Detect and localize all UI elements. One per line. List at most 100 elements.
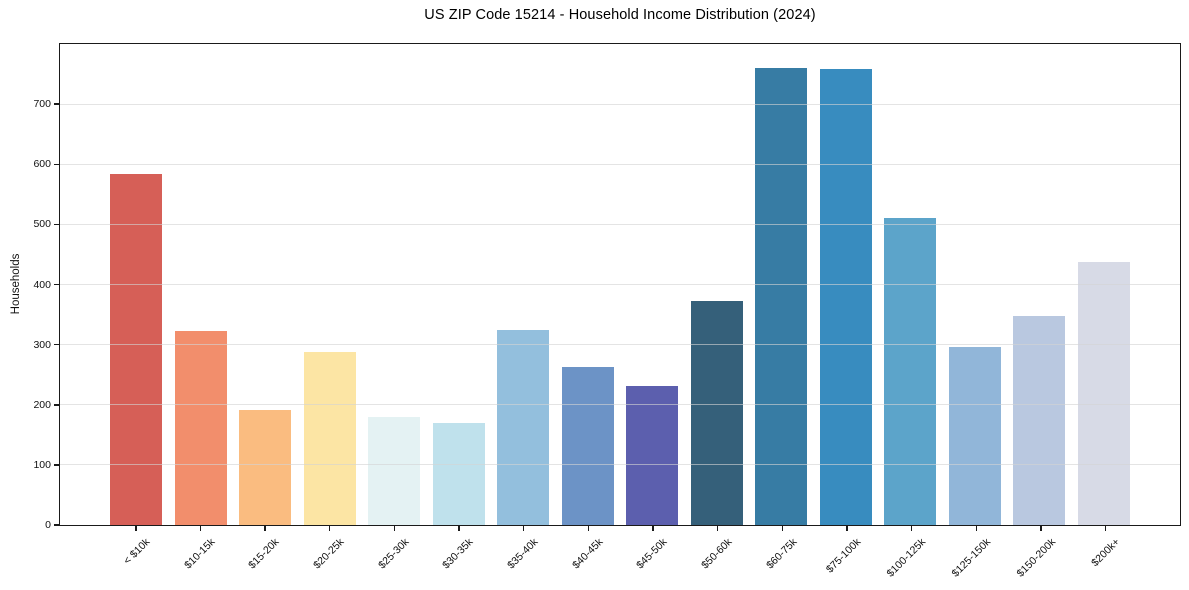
bar-slot [690,44,743,525]
bar [690,301,743,525]
x-slot: $40-45k [562,526,614,588]
x-slot: $200k+ [1079,526,1131,588]
y-tick-label: 400 [33,278,51,291]
bar [239,409,292,525]
bar [755,68,808,525]
bar [497,330,550,525]
x-tick-mark [199,526,202,531]
bar-slot [368,44,421,525]
y-axis-label: Households [10,253,22,315]
x-tick-label: $40-45k [569,536,606,572]
x-slot: $10-15k [174,526,226,588]
y-tick-mark [54,223,59,226]
bar-slot [110,44,162,525]
bar [368,416,421,525]
bar [884,218,937,525]
y-tick-label: 300 [33,338,51,351]
x-tick-label: < $10k [121,536,153,567]
y-tick-label: 200 [33,398,51,411]
x-tick-label: $30-35k [440,536,476,572]
x-slot: $60-75k [756,526,808,588]
y-tick-label: 100 [33,458,51,471]
bar-slot [561,44,614,525]
y-tick-label: 500 [33,218,51,231]
x-tick-mark [1040,526,1042,531]
x-tick-label: $150-200k [1014,536,1058,580]
x-slot: $75-100k [820,526,872,588]
x-slot: $35-40k [497,526,549,588]
x-tick-mark [587,526,590,531]
x-tick-label: $75-100k [824,536,864,576]
x-slot: < $10k [109,526,161,588]
bar [174,331,227,525]
bar-slot [303,44,356,525]
bar [948,347,1001,525]
bars [60,44,1180,525]
x-tick-label: $100-125k [884,536,929,580]
x-slot: $100-125k [885,526,937,588]
x-tick-mark [716,526,719,531]
plot-area: 0 100 200 300 400 500 600 700 [33,43,1181,531]
bar-slot [174,44,227,525]
x-tick-mark [1104,526,1107,531]
x-slot: $150-200k [1014,526,1066,588]
bar-slot [1013,44,1066,525]
bar [432,423,485,525]
bar-slot [948,44,1001,525]
x-tick-label: $15-20k [246,536,282,572]
bar [819,69,872,525]
bar [303,351,356,525]
x-tick-mark [910,526,913,531]
y-tick-mark [54,103,59,105]
x-tick-label: $10-15k [181,536,218,572]
chart-title: US ZIP Code 15214 - Household Income Dis… [424,7,816,23]
x-tick-mark [846,526,848,531]
bar [561,366,614,525]
bar-slot [432,44,485,525]
x-tick-label: $20-25k [311,536,347,572]
y-tick-mark [54,163,59,165]
x-tick-label: $200k+ [1089,536,1123,570]
x-slot: $15-20k [238,526,290,588]
bar [110,173,162,525]
bar-slot [1077,44,1130,525]
x-tick-mark [328,526,331,531]
bar [1013,316,1066,525]
y-tick-mark [54,464,59,466]
y-tick-mark [54,404,59,406]
x-slot: $25-30k [368,526,420,588]
bar-slot [626,44,679,525]
y-tick-label: 0 [45,519,51,531]
x-tick-mark [781,526,784,531]
bar-slot [239,44,292,525]
x-slot: $125-150k [949,526,1002,588]
x-tick-mark [135,526,137,531]
y-tick-mark [54,343,59,346]
x-tick-label: $25-30k [375,536,412,572]
y-tick-mark [54,524,59,526]
x-tick-mark [522,526,525,531]
x-slot: $20-25k [303,526,355,588]
bar-slot [884,44,937,525]
x-tick-mark [393,526,396,531]
bar-slot [819,44,872,525]
x-axis: < $10k $10-15k $15-20k $20-25k $25-30k $30-35… [59,526,1181,588]
x-tick-mark [264,526,266,531]
y-tick-mark [54,283,59,286]
x-tick-label: $45-50k [634,536,670,572]
x-slot: $45-50k [626,526,678,588]
bar [626,385,679,525]
x-slot: $50-60k [691,526,743,588]
x-tick-mark [458,526,460,531]
x-tick-label: $125-150k [949,536,994,580]
bar-slot [755,44,808,525]
bar-slot [497,44,550,525]
x-slot: $30-35k [432,526,484,588]
x-tick-mark [652,526,654,531]
x-tick-label: $35-40k [505,536,541,572]
x-tick-label: $60-75k [763,536,800,572]
bar [1077,262,1130,525]
y-tick-label: 700 [33,98,51,111]
x-tick-mark [975,526,978,531]
